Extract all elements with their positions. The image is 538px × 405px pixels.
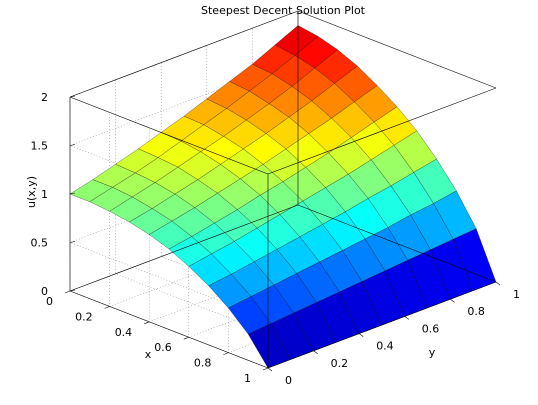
- x-tick-label: 0.2: [75, 310, 93, 323]
- y-tick-mark: [450, 298, 455, 303]
- x-tick-label: 0.4: [115, 326, 133, 339]
- tick-labels: 0 0.5 1 1.5 2 0 0.2 0.4 0.6 0.8 1 0 0.2 0.4 0.6 0.8 1: [31, 91, 521, 387]
- x-tick-label: 0.8: [194, 357, 212, 370]
- y-tick-mark: [313, 350, 318, 355]
- y-tick-mark: [359, 333, 364, 337]
- y-tick-mark: [404, 316, 409, 320]
- x-tick-mark: [104, 306, 110, 309]
- y-axis-label: y: [429, 346, 436, 359]
- box-edge: [69, 10, 299, 98]
- y-tick-label: 0.2: [331, 357, 349, 370]
- box-edge: [69, 290, 269, 369]
- x-tick-mark: [144, 321, 150, 325]
- x-tick-label: 1: [244, 372, 251, 385]
- y-tick-mark: [267, 367, 273, 372]
- x-tick-mark: [223, 352, 229, 355]
- y-tick-mark: [495, 281, 501, 286]
- z-tick-label: 1.5: [31, 140, 49, 153]
- x-tick-mark: [262, 367, 269, 371]
- box-edge: [297, 204, 497, 283]
- box-edge: [267, 281, 497, 369]
- z-tick-mark: [69, 192, 76, 195]
- box-edge: [267, 87, 497, 175]
- chart-title: Steepest Decent Solution Plot: [201, 4, 366, 17]
- z-tick-label: 0.5: [31, 237, 49, 250]
- z-tick-label: 2: [41, 91, 48, 104]
- z-tick-mark: [69, 144, 76, 146]
- x-tick-label: 0: [46, 295, 53, 308]
- y-tick-label: 0.4: [376, 340, 394, 353]
- z-axis-label: u(x,y): [25, 176, 38, 208]
- y-tick-label: 1: [513, 288, 520, 301]
- z-tick-mark: [69, 289, 76, 292]
- y-tick-label: 0: [285, 374, 292, 387]
- x-tick-mark: [183, 336, 189, 340]
- y-tick-label: 0.8: [467, 305, 485, 318]
- x-axis-label: x: [145, 348, 152, 361]
- z-tick-mark: [69, 95, 76, 98]
- z-tick-label: 0: [41, 285, 48, 298]
- y-tick-label: 0.6: [422, 322, 440, 335]
- box-edge: [69, 204, 299, 292]
- box-edge: [297, 10, 497, 89]
- box-edge: [69, 96, 269, 175]
- surface-mesh: [69, 25, 497, 369]
- z-tick-mark: [69, 241, 76, 243]
- x-tick-mark: [64, 290, 71, 294]
- z-tick-label: 1: [41, 188, 48, 201]
- x-tick-label: 0.6: [154, 341, 172, 354]
